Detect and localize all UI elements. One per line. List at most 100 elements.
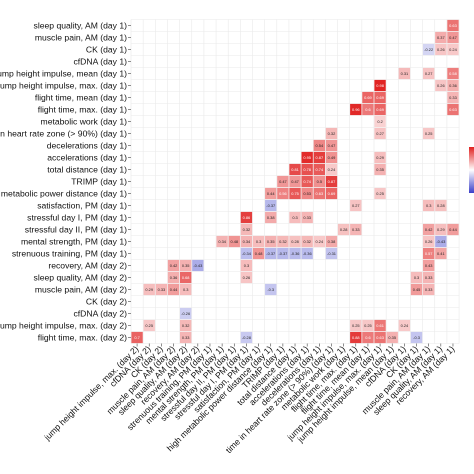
column-labels: jump height impulse, max. (day 2)cfDNA (… [42,343,456,455]
cell-value-label: 0.95 [303,155,311,160]
heatmap-cell [435,223,447,236]
cell-value-label: 0.3 [256,239,261,244]
cell-value-label: 0.24 [316,239,324,244]
row-label: jump height impulse, mean (day 1) [0,69,127,79]
cell-value-label: 0.69 [364,95,372,100]
heatmap-cell [374,319,386,332]
heatmap-cell [374,115,386,128]
cell-value-label: 0.56 [279,191,287,196]
cell-value-label: 0.26 [425,239,433,244]
cell-value-label: 0.63 [316,191,324,196]
cell-value-label: 0.26 [243,275,251,280]
cell-value-label: 0.45 [413,287,421,292]
cell-value-label: -0.43 [436,239,445,244]
cell-value-label: 0.43 [425,263,433,268]
row-label: recovery, AM (day 2) [48,261,127,271]
row-label: muscle pain, AM (day 2) [35,285,127,295]
heatmap-cell [447,223,459,236]
heatmap-cell [423,223,435,236]
cell-value-label: 0.28 [291,239,299,244]
heatmap-cell [374,151,386,164]
cell-value-label: 0.63 [376,335,384,340]
cell-value-label: -0.26 [181,311,190,316]
cell-value-label: 0.81 [291,167,299,172]
row-label: strenuous training, PM (day 1) [12,249,127,259]
cell-value-label: 0.29 [376,155,384,160]
row-label: CK (day 1) [86,45,127,55]
heatmap-cell [423,247,435,260]
row-label: stressful day II, PM (day 1) [25,225,127,235]
cell-value-label: 0.69 [376,95,384,100]
heatmap-cell [265,211,277,224]
heatmap-cell [301,247,313,260]
heatmap-cell [410,283,423,296]
cell-value-label: 0.25 [145,323,153,328]
cell-value-label: 0.3 [414,275,419,280]
heatmap-cell [374,331,386,344]
heatmap-cell [240,211,253,224]
cell-value-label: 0.49 [328,155,336,160]
heatmap-cell [180,271,192,284]
cell-value-label: 0.74 [303,179,311,184]
heatmap-cell [301,151,313,164]
cell-value-label: 0.54 [316,143,324,148]
cell-value-label: -0.34 [242,251,252,256]
heatmap-cell [265,235,277,248]
cell-value-label: 0.26 [437,83,445,88]
heatmap-cell [143,319,155,332]
heatmap-cell [435,247,447,260]
heatmap-cell [240,223,253,236]
heatmap-cell [289,211,301,224]
row-label: flight time, max. (day 2) [38,333,127,343]
color-legend-bar [469,147,474,193]
heatmap-cell [447,19,459,32]
cell-value-label: 0.47 [449,35,457,40]
cell-value-label: 0.33 [303,215,311,220]
cell-value-label: 0.27 [376,131,384,136]
cell-value-label: 0.25 [352,323,360,328]
heatmap-cells: 0.63 0.37 0.47 -0.22 0.26 0.24 0.31 0.27 0.58 0.9… [131,19,459,344]
cell-value-label: 0.33 [182,335,190,340]
heatmap-cell [313,163,325,176]
heatmap-cell [398,319,411,332]
cell-value-label: 0.96 [352,107,360,112]
cell-value-label: 0.36 [170,275,178,280]
row-label: cfDNA (day 1) [74,57,128,67]
heatmap-cell [313,235,325,248]
heatmap-cell [313,187,325,200]
cell-value-label: 0.5 [317,179,322,184]
row-label: high metabolic power distance (day 1) [0,189,127,199]
cell-value-label: 0.42 [425,227,433,232]
heatmap-cell [265,283,277,296]
row-label: jump height impulse, max. (day 1) [0,81,127,91]
cell-value-label: 0.87 [316,155,324,160]
cell-value-label: -0.28 [242,335,251,340]
heatmap-cell [374,163,386,176]
heatmap-cell [447,43,459,56]
heatmap-cell [325,235,338,248]
heatmap-cell [374,91,386,104]
cell-value-label: 0.25 [376,191,384,196]
heatmap-cell [277,247,289,260]
cell-value-label: 0.25 [425,131,433,136]
heatmap-cell [350,199,362,212]
cell-value-label: 0.98 [376,83,384,88]
cell-value-label: 0.6 [365,335,370,340]
cell-value-label: 0.44 [449,227,457,232]
heatmap-cell [374,79,386,92]
cell-value-label: 0.48 [255,251,263,256]
cell-value-label: 0.24 [449,47,457,52]
heatmap-cell [447,67,459,80]
heatmap-cell [350,103,362,116]
heatmap-cell [447,79,459,92]
cell-value-label: -0.37 [266,251,275,256]
heatmap-cell [277,175,289,188]
cell-value-label: 0.29 [145,287,153,292]
cell-value-label: 0.86 [243,215,251,220]
row-label: cfDNA (day 2) [74,309,128,319]
row-label: sleep quality, AM (day 2) [34,273,128,283]
cell-value-label: 0.36 [449,83,457,88]
cell-value-label: 0.34 [243,239,251,244]
cell-value-label: 0.32 [328,131,336,136]
heatmap-cell [423,235,435,248]
